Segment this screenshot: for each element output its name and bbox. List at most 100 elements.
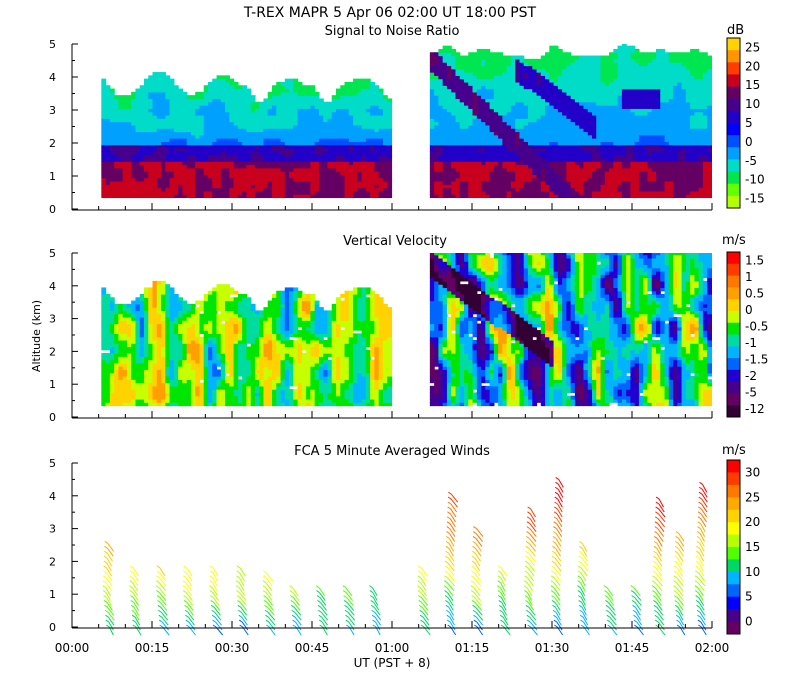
snr-cell [651, 111, 657, 116]
snr-cell [361, 124, 367, 129]
snr-cell [545, 62, 550, 67]
snr-cell [199, 108, 205, 113]
snr-cell [634, 174, 640, 179]
snr-cell [442, 144, 448, 149]
snr-cell [438, 167, 444, 172]
snr-cell [446, 78, 452, 83]
snr-cell [216, 118, 222, 123]
snr-cell [493, 177, 499, 182]
snr-cell [472, 180, 478, 185]
snr-cell [579, 114, 585, 119]
snr-cell [297, 190, 303, 195]
snr-cell [668, 177, 674, 182]
snr-cell [135, 171, 141, 175]
snr-cell [540, 147, 546, 152]
snr-cell [144, 105, 149, 109]
snr-cell [148, 138, 154, 142]
snr-cell [216, 95, 222, 100]
snr-cell [609, 190, 614, 195]
snr-cell [553, 177, 559, 182]
snr-cell [681, 65, 687, 70]
snr-cell [246, 98, 252, 103]
snr-cell [604, 55, 610, 60]
snr-cell [621, 98, 627, 103]
snr-cell [139, 91, 145, 96]
snr-cell [186, 114, 192, 119]
snr-cell [664, 78, 670, 83]
snr-cell [152, 118, 158, 123]
snr-cell [199, 95, 205, 100]
snr-cell [464, 85, 469, 90]
snr-cell [361, 174, 367, 179]
snr-cell [220, 108, 226, 113]
snr-cell [378, 91, 384, 96]
snr-cell [459, 164, 465, 169]
snr-cell [434, 171, 439, 175]
snr-cell [148, 177, 154, 182]
snr-cell [169, 141, 175, 146]
snr-cell [165, 134, 171, 139]
snr-cell [259, 111, 265, 116]
snr-cell [203, 171, 209, 175]
snr-cell [617, 174, 623, 179]
snr-cell [664, 174, 670, 179]
snr-cell [178, 114, 183, 119]
snr-cell [634, 55, 640, 60]
snr-cell [297, 128, 303, 133]
snr-cell [357, 151, 363, 156]
snr-cell [336, 157, 341, 162]
snr-cell [647, 58, 653, 63]
snr-cell [361, 121, 367, 126]
snr-cell [186, 147, 192, 152]
snr-cell [545, 91, 550, 96]
snr-cell [532, 171, 538, 175]
snr-cell [540, 157, 546, 162]
snr-cell [139, 187, 145, 192]
snr-cell [685, 65, 691, 70]
snr-cell [472, 161, 478, 166]
snr-cell [472, 81, 478, 86]
snr-cell [105, 187, 111, 192]
snr-cell [472, 108, 478, 113]
snr-cell [596, 147, 602, 152]
snr-cell [592, 154, 597, 159]
snr-cell [242, 114, 247, 119]
snr-cell [353, 180, 358, 185]
snr-cell [502, 134, 508, 139]
snr-cell [656, 98, 661, 103]
snr-cell [506, 81, 512, 86]
snr-cell [237, 167, 243, 172]
snr-cell [459, 171, 465, 175]
snr-cell [660, 151, 666, 156]
snr-cell [340, 177, 346, 182]
snr-cell [340, 131, 346, 136]
snr-cell [566, 121, 572, 126]
snr-cell [182, 95, 188, 100]
snr-cell [587, 85, 593, 90]
snr-cell [327, 138, 333, 142]
snr-cell [178, 124, 183, 129]
snr-cell [165, 121, 171, 126]
snr-cell [438, 180, 444, 185]
snr-cell [677, 68, 683, 73]
snr-cell [566, 128, 572, 133]
snr-cell [438, 78, 444, 83]
snr-cell [570, 144, 576, 149]
snr-cell [306, 124, 311, 129]
snr-cell [225, 147, 230, 152]
snr-cell [357, 95, 363, 100]
snr-cell [327, 154, 333, 159]
snr-cell [225, 177, 230, 182]
snr-cell [489, 128, 495, 133]
snr-cell [668, 81, 674, 86]
snr-cell [233, 101, 239, 106]
snr-cell [267, 134, 273, 139]
snr-cell [464, 95, 469, 100]
snr-cell [442, 85, 448, 90]
snr-cell [510, 75, 516, 80]
snr-cell [506, 128, 512, 133]
snr-cell [540, 187, 546, 192]
snr-cell [592, 144, 597, 149]
snr-cell [216, 174, 222, 179]
snr-cell [690, 180, 695, 185]
